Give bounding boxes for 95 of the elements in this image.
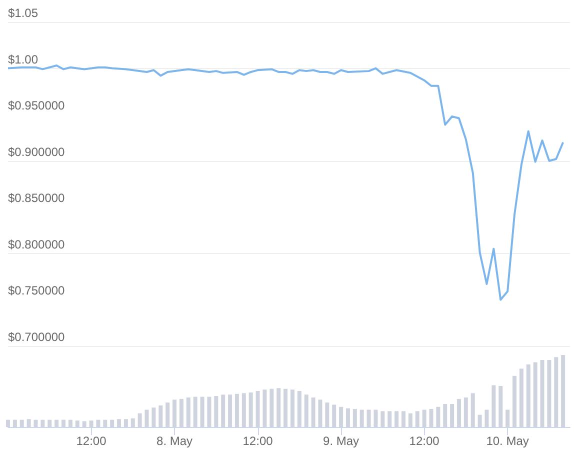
y-tick-label: $1.00 bbox=[8, 52, 38, 66]
bar bbox=[498, 386, 503, 427]
bar bbox=[519, 368, 524, 427]
bar bbox=[450, 404, 454, 427]
y-tick-label: $0.950000 bbox=[8, 98, 66, 113]
bar bbox=[110, 420, 114, 427]
x-tick-label: 9. May bbox=[323, 434, 360, 448]
bar bbox=[152, 408, 156, 427]
bar bbox=[290, 390, 294, 427]
bar bbox=[284, 388, 288, 427]
bar bbox=[554, 357, 558, 427]
bar bbox=[48, 420, 52, 427]
bar bbox=[186, 397, 190, 427]
y-tick-label: $0.850000 bbox=[8, 191, 66, 206]
x-tick-label: 12:00 bbox=[409, 434, 440, 448]
bar bbox=[62, 420, 66, 427]
bar bbox=[124, 419, 128, 427]
bar bbox=[526, 364, 530, 427]
bar bbox=[68, 420, 72, 427]
bar bbox=[242, 393, 246, 427]
bar bbox=[75, 420, 80, 427]
bar bbox=[179, 398, 184, 427]
bar bbox=[366, 410, 371, 427]
bar bbox=[20, 420, 24, 427]
bar bbox=[138, 413, 142, 427]
bar bbox=[339, 406, 344, 427]
bar bbox=[429, 409, 434, 427]
bar bbox=[318, 400, 322, 427]
bar bbox=[401, 411, 406, 427]
y-tick-label: $0.800000 bbox=[8, 237, 66, 252]
bar bbox=[276, 388, 281, 427]
bar bbox=[506, 410, 510, 427]
bar bbox=[456, 398, 461, 427]
bar bbox=[394, 411, 399, 427]
bar bbox=[103, 420, 108, 427]
x-tick-label: 8. May bbox=[156, 434, 193, 448]
bar bbox=[443, 404, 448, 427]
bar bbox=[533, 362, 538, 427]
bar bbox=[200, 396, 204, 427]
bar bbox=[332, 404, 336, 427]
bar bbox=[492, 385, 496, 427]
bar bbox=[214, 396, 218, 427]
bar bbox=[6, 420, 10, 427]
y-tick-label: $0.700000 bbox=[8, 330, 66, 344]
bar bbox=[228, 394, 232, 427]
bar bbox=[311, 397, 316, 427]
bar bbox=[221, 394, 226, 427]
bar bbox=[234, 394, 239, 427]
bar bbox=[464, 397, 468, 427]
bar bbox=[484, 410, 489, 427]
bar bbox=[12, 420, 17, 427]
y-tick-label: $1.05 bbox=[8, 6, 38, 20]
bar bbox=[82, 421, 86, 427]
bar bbox=[270, 388, 274, 427]
bar bbox=[172, 400, 177, 427]
x-tick-label: 12:00 bbox=[76, 434, 107, 448]
bar bbox=[130, 418, 135, 427]
bar bbox=[158, 405, 163, 427]
y-tick-label: $0.750000 bbox=[8, 284, 66, 298]
bar bbox=[478, 414, 482, 427]
bar bbox=[40, 420, 45, 427]
bar bbox=[26, 419, 31, 427]
bar bbox=[325, 402, 330, 427]
bar bbox=[380, 411, 385, 427]
bar bbox=[117, 419, 122, 427]
y-tick-label: $0.900000 bbox=[8, 144, 66, 159]
bar bbox=[352, 409, 357, 427]
bar bbox=[193, 396, 198, 427]
bar bbox=[304, 394, 308, 427]
bar bbox=[96, 420, 100, 427]
bar bbox=[540, 360, 544, 427]
bar bbox=[422, 410, 426, 427]
bar bbox=[166, 402, 170, 427]
bar bbox=[415, 411, 420, 427]
x-tick-label: 10. May bbox=[486, 434, 529, 448]
bar bbox=[256, 391, 260, 427]
bar bbox=[346, 408, 350, 427]
bar bbox=[374, 410, 378, 427]
bar bbox=[436, 406, 440, 427]
bar bbox=[89, 420, 94, 427]
bar bbox=[388, 411, 392, 427]
bar bbox=[248, 392, 253, 427]
bar bbox=[512, 376, 516, 427]
bar bbox=[34, 420, 38, 427]
bar bbox=[297, 391, 302, 427]
bar bbox=[470, 393, 475, 427]
bar bbox=[144, 410, 149, 427]
bar bbox=[262, 390, 267, 427]
bar bbox=[54, 420, 59, 427]
x-tick-label: 12:00 bbox=[242, 434, 274, 448]
bar bbox=[547, 360, 552, 427]
bar bbox=[561, 355, 566, 427]
bar bbox=[207, 396, 212, 427]
bar bbox=[408, 413, 412, 427]
bar bbox=[360, 410, 364, 427]
